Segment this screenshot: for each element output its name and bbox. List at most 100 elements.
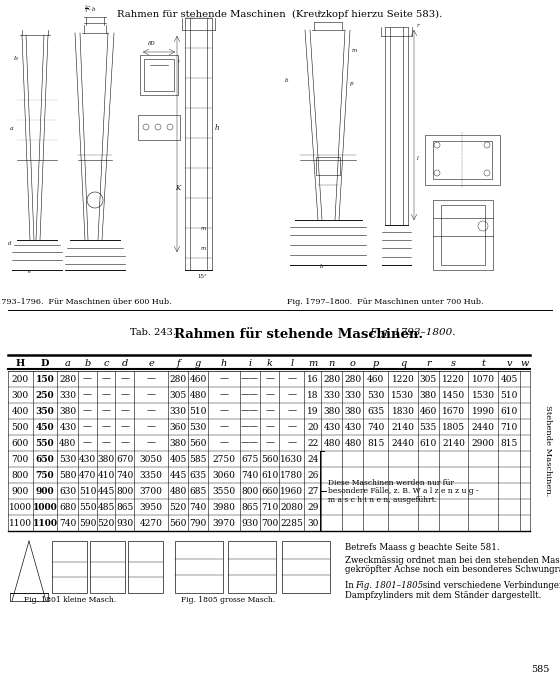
Text: l: l [417,156,419,161]
Text: 360: 360 [170,422,187,431]
Text: 445: 445 [170,470,187,479]
Text: D: D [41,358,49,368]
Text: 430: 430 [344,422,361,431]
Text: Rahmen für stehende Maschinen  (Kreuzkopf hierzu Seite 583).: Rahmen für stehende Maschinen (Kreuzkopf… [118,10,442,19]
Text: 700: 700 [12,454,29,464]
Text: 480: 480 [189,391,207,400]
Text: 610: 610 [501,406,517,416]
Text: 600: 600 [12,439,29,448]
Text: 800: 800 [12,470,29,479]
Text: 2440: 2440 [472,422,494,431]
Text: —: — [287,406,296,416]
Text: b: b [85,358,91,368]
Text: 280: 280 [59,375,76,383]
Text: 535: 535 [419,422,437,431]
Text: 480: 480 [344,439,362,448]
Text: 410: 410 [97,470,115,479]
Bar [52,541,87,593]
Text: 22: 22 [307,439,319,448]
Text: p: p [372,358,379,368]
Text: —: — [83,406,92,416]
Text: 280: 280 [323,375,340,383]
Text: Fig. 1793–1796.  Für Maschinen über 600 Hub.: Fig. 1793–1796. Für Maschinen über 600 H… [0,298,172,306]
Text: 520: 520 [170,502,187,512]
Text: 1220: 1220 [391,375,414,383]
Text: 3700: 3700 [139,487,162,496]
Text: 510: 510 [189,406,207,416]
Text: i: i [178,59,180,64]
Text: 685: 685 [189,487,207,496]
Text: c: c [104,358,109,368]
Text: 700: 700 [261,518,278,527]
Text: 380: 380 [97,454,115,464]
Text: 250: 250 [36,391,54,400]
Text: 750: 750 [36,470,54,479]
Text: 30: 30 [307,518,319,527]
Text: In: In [345,581,357,590]
Bar [282,541,330,593]
Text: 280: 280 [170,375,187,383]
Text: 18: 18 [307,391,319,400]
Text: 280: 280 [344,375,361,383]
Text: b: b [318,10,321,15]
Text: 500: 500 [12,422,29,431]
Text: 930: 930 [241,518,258,527]
Bar [441,205,485,265]
Text: 710: 710 [261,502,278,512]
Text: 740: 740 [367,422,384,431]
Text: e: e [28,269,31,274]
Text: v: v [506,358,512,368]
Text: 585: 585 [189,454,207,464]
Text: 2080: 2080 [281,502,304,512]
Text: 900: 900 [12,487,29,496]
Text: 740: 740 [189,502,207,512]
Text: h: h [221,358,227,368]
Text: 305: 305 [170,391,187,400]
Text: —: — [265,406,274,416]
Text: 430: 430 [79,454,96,464]
Text: 305: 305 [419,375,437,383]
Text: 1805: 1805 [442,422,465,431]
Text: 350: 350 [36,406,54,416]
Text: 3550: 3550 [212,487,236,496]
Text: 1000: 1000 [9,502,32,512]
Text: Zweckmässig ordnet man bei den stehenden Maschinen mit: Zweckmässig ordnet man bei den stehenden… [345,556,560,565]
Text: 1100: 1100 [32,518,58,527]
Text: 485: 485 [97,502,115,512]
Text: K: K [175,184,180,192]
Text: —: — [147,391,156,400]
Text: 3980: 3980 [212,502,235,512]
Text: 530: 530 [59,454,77,464]
Text: Fig. 1793–1800.: Fig. 1793–1800. [367,328,455,337]
Text: 4270: 4270 [139,518,162,527]
Text: —: — [265,391,274,400]
Text: 400: 400 [12,406,29,416]
Text: 430: 430 [59,422,76,431]
Text: 740: 740 [59,518,77,527]
Text: 460: 460 [419,406,437,416]
Text: 445: 445 [97,487,115,496]
Text: 560: 560 [189,439,207,448]
Text: 430: 430 [323,422,340,431]
Text: —: — [120,375,129,383]
Text: —: — [120,406,129,416]
Text: m: m [308,358,318,368]
Text: 1780: 1780 [281,470,304,479]
Text: —: — [287,439,296,448]
Text: l: l [290,358,293,368]
Text: 800: 800 [116,487,133,496]
Text: 2285: 2285 [281,518,304,527]
Text: b: b [285,78,288,83]
Text: 29: 29 [307,502,319,512]
Text: —: — [147,406,156,416]
Text: e: e [148,358,154,368]
Text: 3350: 3350 [139,470,162,479]
Text: 2900: 2900 [472,439,494,448]
Text: ——: —— [241,375,259,383]
Text: 26: 26 [307,470,319,479]
Text: Betrefs Maass g beachte Seite 581.: Betrefs Maass g beachte Seite 581. [345,543,500,552]
Text: Fig. 1805 grosse Masch.: Fig. 1805 grosse Masch. [181,596,275,604]
Text: ——: —— [241,439,259,448]
Bar [433,200,493,270]
Text: 380: 380 [323,406,340,416]
